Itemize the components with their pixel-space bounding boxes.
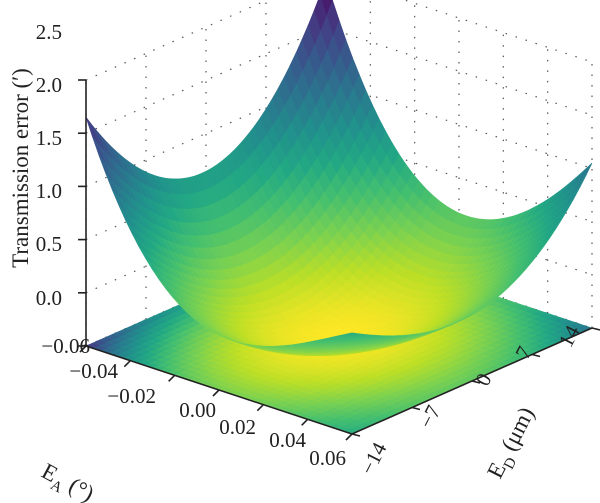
y-tick-1: −7: [414, 401, 446, 432]
x-tick-5: 0.04: [269, 428, 306, 452]
x-tick-0: −0.06: [41, 334, 90, 358]
x-tick-2: −0.02: [107, 384, 156, 408]
x-tick-mark-0: [79, 345, 87, 353]
x-tick-labels: −0.06 −0.04 −0.02 0.00 0.02 0.04 0.06: [41, 334, 346, 470]
z-axis-title: Transmission error (′): [8, 68, 33, 268]
z-tick-0: 0.0: [36, 286, 62, 310]
x-tick-4: 0.02: [219, 415, 256, 439]
x-tick-3: 0.00: [179, 398, 216, 422]
y-tick-mark-2: [471, 380, 481, 384]
x-axis-title: EA (°): [35, 458, 98, 503]
axes: [78, 79, 600, 441]
x-tick-mark-4: [256, 404, 264, 412]
y-tick-mark-0: [351, 433, 361, 437]
z-tick-1: 0.5: [36, 232, 62, 256]
z-tick-labels: 0.0 0.5 1.0 1.5 2.0 2.5: [36, 20, 62, 310]
surface-cell: [345, 332, 359, 336]
error-surface: [85, 0, 593, 357]
y-tick-mark-3: [531, 353, 541, 358]
y-tick-0: −14: [355, 438, 392, 479]
z-tick-3: 1.5: [36, 126, 62, 150]
y-axis-title: ED (μm): [482, 403, 543, 485]
y-tick-mark-4: [591, 327, 600, 331]
x-tick-mark-2: [168, 374, 176, 382]
y-tick-mark-1: [411, 406, 421, 411]
z-tick-2: 1.0: [36, 179, 62, 203]
x-tick-6: 0.06: [309, 446, 346, 470]
x-tick-1: −0.04: [69, 359, 118, 383]
x-tick-mark-1: [123, 360, 131, 368]
z-tick-5: 2.5: [36, 20, 62, 44]
z-tick-4: 2.0: [36, 73, 62, 97]
x-tick-mark-5: [301, 418, 309, 426]
x-tick-mark-3: [212, 389, 220, 397]
x-tick-mark-6: [345, 433, 353, 441]
